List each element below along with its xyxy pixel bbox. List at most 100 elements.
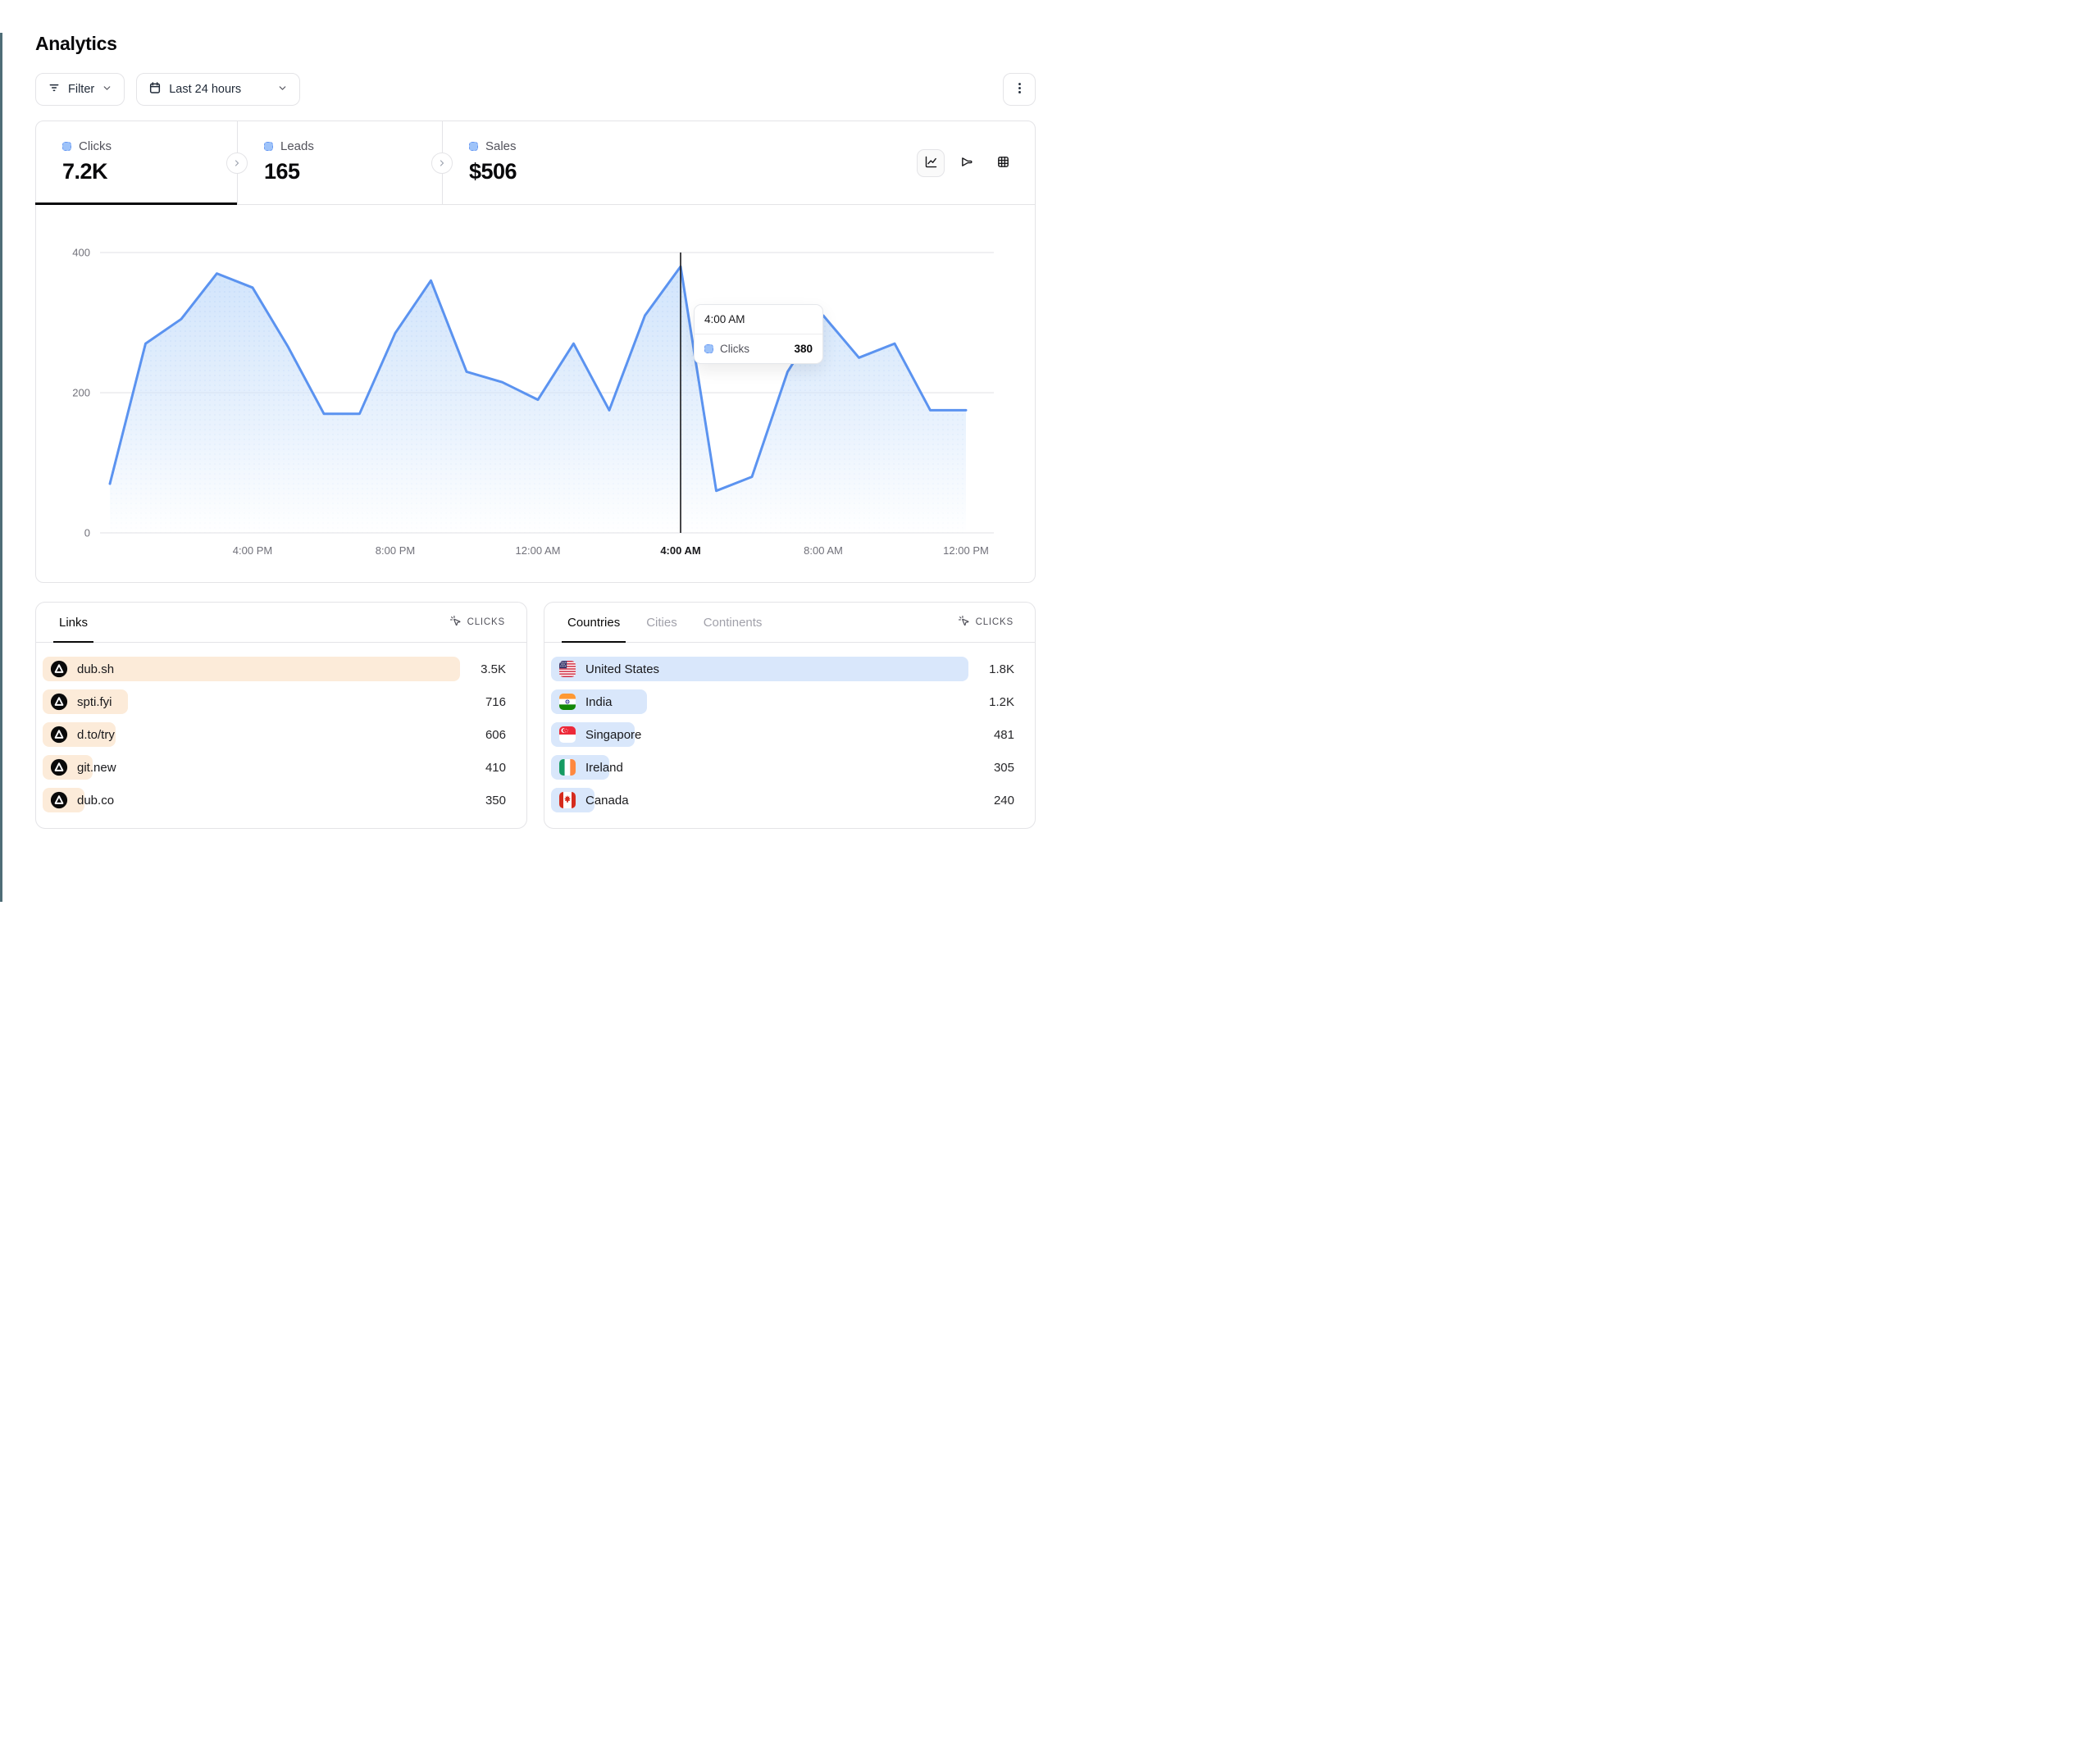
countries-metric-label: CLICKS: [975, 617, 1014, 627]
links-metric-header[interactable]: CLICKS: [449, 615, 505, 630]
metric-legend-square: [264, 142, 273, 151]
svg-text:8:00 AM: 8:00 AM: [804, 544, 843, 557]
stat-value: 165: [264, 159, 300, 184]
tab-links[interactable]: Links: [53, 603, 94, 643]
line-chart-icon: [924, 155, 938, 171]
more-options-button[interactable]: [1003, 73, 1036, 106]
dub-logo-icon: [50, 660, 68, 678]
stat-tab-sales[interactable]: Sales $506: [442, 121, 1035, 204]
link-row-dub-sh[interactable]: dub.sh 3.5K: [43, 657, 506, 681]
list-item-label: dub.co: [77, 793, 115, 808]
list-item-label: Singapore: [585, 727, 642, 742]
tab-continents[interactable]: Continents: [703, 615, 763, 630]
links-list: dub.sh 3.5K spti.fyi 716 d.to/try 606 gi…: [36, 643, 526, 828]
link-row-d-to-try[interactable]: d.to/try 606: [43, 722, 506, 747]
date-range-label: Last 24 hours: [169, 83, 242, 96]
tab-cities[interactable]: Cities: [646, 615, 677, 630]
filter-icon: [48, 81, 61, 98]
flag-canada-icon: [559, 792, 576, 808]
country-row-canada[interactable]: Canada 240: [551, 788, 1014, 812]
list-item-value: 481: [993, 727, 1014, 742]
list-item-value: 305: [993, 760, 1014, 775]
chart-tooltip: 4:00 AM Clicks 380: [694, 304, 823, 364]
funnel-chart-view-button[interactable]: [953, 149, 981, 177]
filter-button-label: Filter: [68, 83, 95, 96]
value-bar: [43, 657, 460, 681]
clicks-chart[interactable]: 0 200 400 4:00 PM 8:00 PM 12:00 AM 4:00 AM 8:00…: [36, 205, 1035, 582]
stat-value: 7.2K: [62, 159, 108, 184]
dub-logo-icon: [50, 758, 68, 776]
list-item-label: United States: [585, 662, 660, 676]
stats-row: Clicks 7.2K Leads 165 Sales $506: [35, 121, 1035, 205]
chevron-right-icon: [440, 159, 444, 166]
list-item-label: Canada: [585, 793, 629, 808]
chevron-down-icon: [102, 83, 112, 97]
line-chart-view-button[interactable]: [917, 148, 945, 177]
filter-button[interactable]: Filter: [35, 73, 125, 106]
list-item-value: 1.2K: [989, 694, 1014, 709]
country-row-india[interactable]: India 1.2K: [551, 689, 1014, 714]
stat-label: Sales: [485, 139, 517, 153]
value-bar: [551, 657, 968, 681]
countries-metric-header[interactable]: CLICKS: [958, 615, 1014, 630]
list-item-value: 350: [485, 793, 506, 808]
next-metric-chevron-button[interactable]: [431, 152, 453, 174]
funnel-icon: [960, 155, 974, 171]
tooltip-value: 380: [794, 343, 813, 355]
countries-list: United States 1.8K India 1.2K Singapore …: [544, 643, 1035, 828]
calendar-icon: [148, 81, 162, 98]
chevron-right-icon: [235, 159, 239, 166]
list-item-value: 240: [993, 793, 1014, 808]
cursor-click-icon: [958, 615, 970, 630]
tooltip-series-label: Clicks: [720, 343, 749, 355]
country-row-singapore[interactable]: Singapore 481: [551, 722, 1014, 747]
kebab-menu-icon: [1013, 81, 1027, 98]
svg-text:4:00 AM: 4:00 AM: [660, 544, 700, 557]
links-panel: Links CLICKS dub.sh 3.5K spti.fyi 716: [35, 602, 527, 829]
dub-logo-icon: [50, 791, 68, 809]
grid-icon: [996, 155, 1010, 171]
link-row-git-new[interactable]: git.new 410: [43, 755, 506, 780]
cursor-click-icon: [449, 615, 462, 630]
flag-ireland-icon: [559, 759, 576, 776]
svg-text:200: 200: [72, 387, 90, 399]
dub-logo-icon: [50, 693, 68, 711]
links-panel-header: Links CLICKS: [36, 603, 526, 643]
country-row-united-states[interactable]: United States 1.8K: [551, 657, 1014, 681]
list-item-value: 410: [485, 760, 506, 775]
tooltip-time: 4:00 AM: [695, 305, 822, 334]
list-item-value: 606: [485, 727, 506, 742]
area-chart-canvas: 0 200 400 4:00 PM 8:00 PM 12:00 AM 4:00 AM 8:00…: [72, 247, 994, 557]
link-row-dub-co[interactable]: dub.co 350: [43, 788, 506, 812]
countries-panel-header: Countries Cities Continents CLICKS: [544, 603, 1035, 643]
list-item-label: git.new: [77, 760, 116, 775]
countries-panel: Countries Cities Continents CLICKS United …: [544, 602, 1036, 829]
table-view-button[interactable]: [989, 149, 1017, 177]
clicks-legend-square: [704, 344, 713, 353]
list-item-label: Ireland: [585, 760, 623, 775]
svg-text:8:00 PM: 8:00 PM: [376, 544, 415, 557]
tab-countries[interactable]: Countries: [562, 603, 626, 643]
metric-legend-square: [469, 142, 478, 151]
flag-india-icon: [559, 694, 576, 710]
analytics-page: Analytics Filter Last 24 hours: [35, 33, 1036, 829]
next-metric-chevron-button[interactable]: [226, 152, 248, 174]
links-metric-label: CLICKS: [467, 617, 505, 627]
date-range-selector[interactable]: Last 24 hours: [136, 73, 301, 106]
flag-united-states-icon: [559, 661, 576, 677]
list-item-label: spti.fyi: [77, 694, 112, 709]
link-row-spti-fyi[interactable]: spti.fyi 716: [43, 689, 506, 714]
list-item-value: 1.8K: [989, 662, 1014, 676]
svg-text:0: 0: [84, 527, 90, 539]
stat-tab-clicks[interactable]: Clicks 7.2K: [35, 121, 237, 205]
list-item-label: d.to/try: [77, 727, 115, 742]
chevron-down-icon: [277, 83, 288, 97]
svg-text:12:00 AM: 12:00 AM: [516, 544, 561, 557]
country-row-ireland[interactable]: Ireland 305: [551, 755, 1014, 780]
flag-singapore-icon: [559, 726, 576, 743]
svg-text:4:00 PM: 4:00 PM: [233, 544, 272, 557]
stat-value: $506: [469, 159, 517, 184]
stat-tab-leads[interactable]: Leads 165: [237, 121, 442, 204]
page-title: Analytics: [35, 33, 117, 54]
stat-label: Leads: [280, 139, 314, 153]
